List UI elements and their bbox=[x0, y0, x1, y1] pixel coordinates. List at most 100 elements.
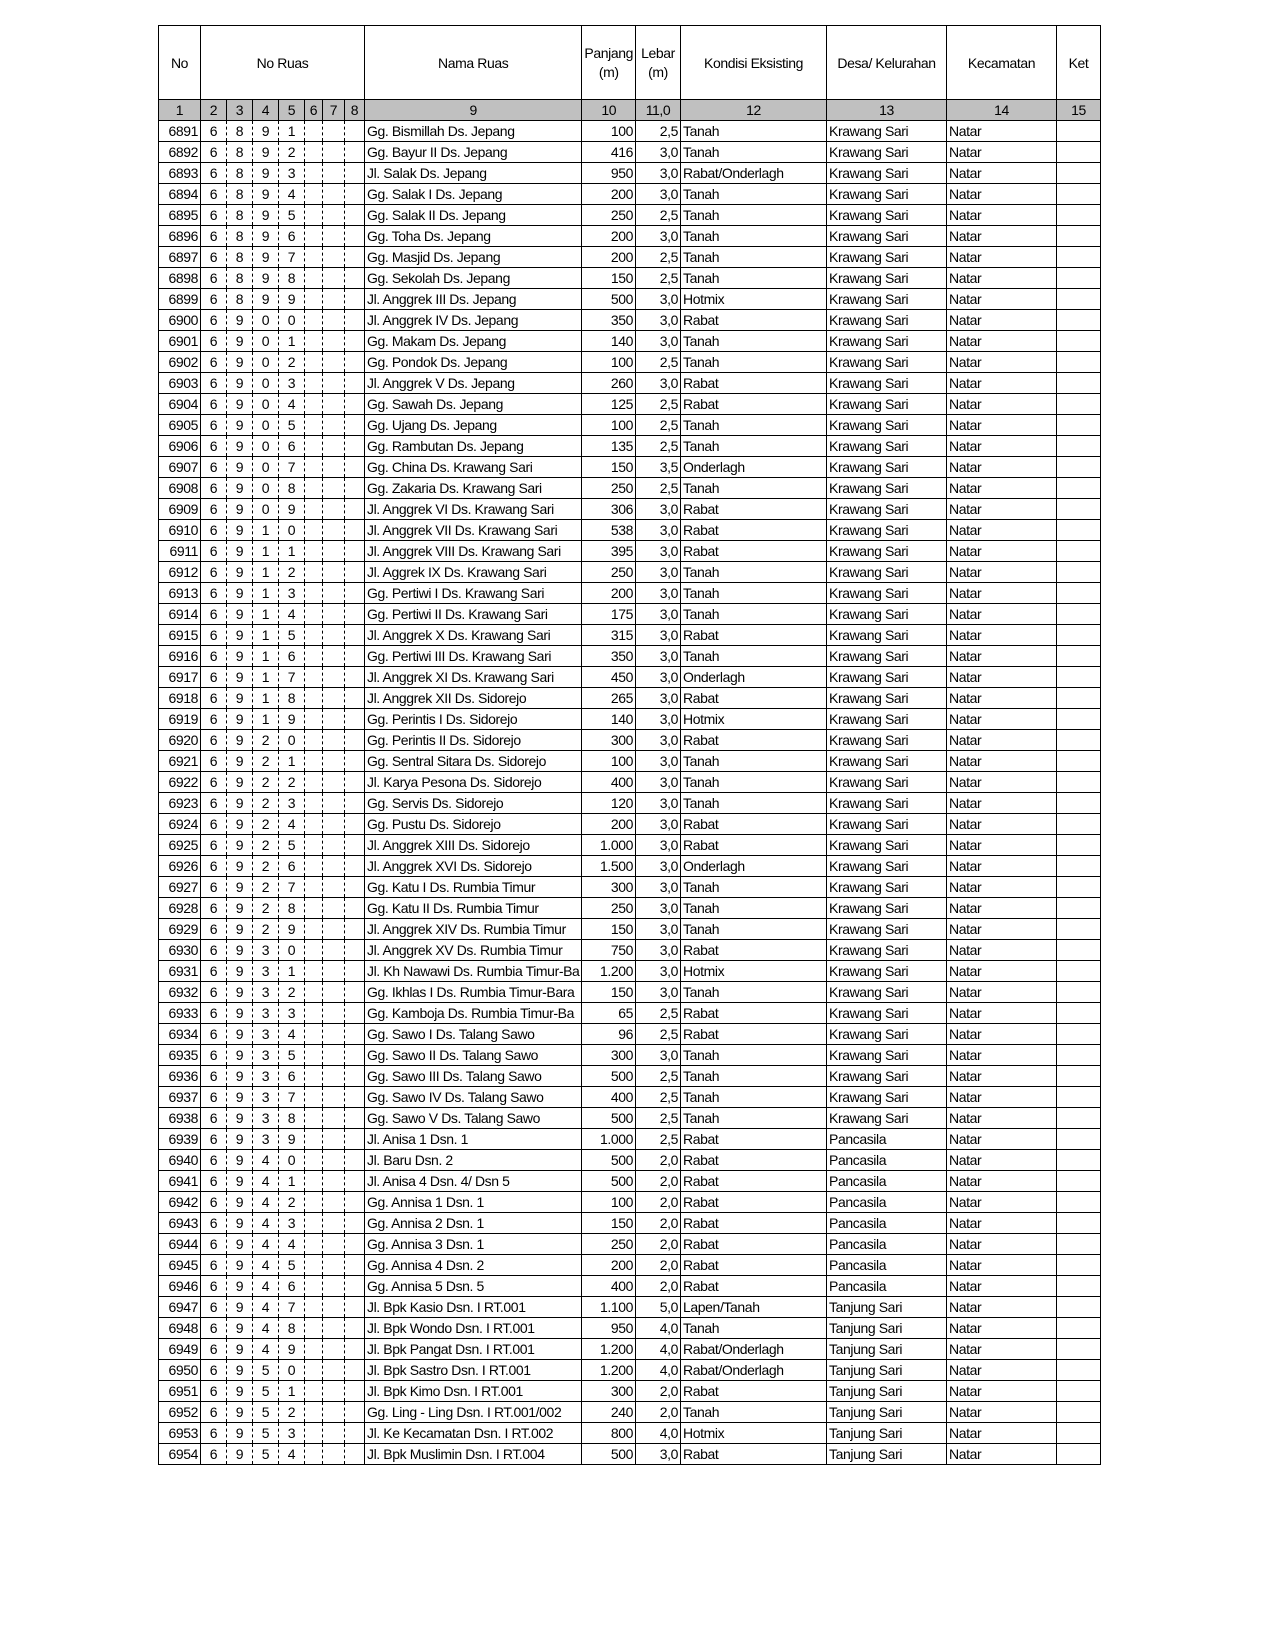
cell-no: 6920 bbox=[158, 729, 201, 751]
cell-ruas-digit: 5 bbox=[278, 624, 305, 646]
cell-ruas-digit: 5 bbox=[252, 1380, 279, 1402]
cell-ruas-digit: 6 bbox=[200, 351, 227, 373]
cell-nama-ruas: Gg. Sawo V Ds. Talang Sawo bbox=[363, 1107, 583, 1129]
cell-kecamatan: Natar bbox=[946, 813, 1058, 835]
cell-ruas-digit bbox=[322, 666, 345, 688]
cell-no: 6934 bbox=[158, 1023, 201, 1045]
cell-nama-ruas: Gg. Sekolah Ds. Jepang bbox=[363, 267, 583, 289]
cell-kecamatan: Natar bbox=[946, 666, 1058, 688]
cell-ruas-digit: 6 bbox=[200, 414, 227, 436]
column-number: 1 bbox=[158, 99, 201, 121]
cell-panjang: 400 bbox=[581, 1086, 637, 1108]
cell-ruas-digit: 9 bbox=[252, 120, 279, 142]
cell-panjang: 200 bbox=[581, 1254, 637, 1276]
cell-ruas-digit: 9 bbox=[226, 1233, 253, 1255]
cell-kondisi: Tanah bbox=[680, 561, 828, 583]
cell-desa: Krawang Sari bbox=[826, 771, 948, 793]
table-row: 6895 6 8 9 5 Gg. Salak II Ds. Jepang 250 2,5 Tan… bbox=[158, 204, 1102, 226]
cell-ket bbox=[1056, 1023, 1102, 1045]
cell-kondisi: Tanah bbox=[680, 225, 828, 247]
cell-panjang: 150 bbox=[581, 456, 637, 478]
cell-ruas-digit: 6 bbox=[200, 456, 227, 478]
cell-kondisi: Tanah bbox=[680, 771, 828, 793]
cell-ruas-digit: 9 bbox=[278, 708, 305, 730]
cell-ket bbox=[1056, 645, 1102, 667]
cell-nama-ruas: Jl. Anggrek VI Ds. Krawang Sari bbox=[363, 498, 583, 520]
cell-ruas-digit bbox=[304, 414, 323, 436]
cell-ruas-digit: 3 bbox=[252, 1044, 279, 1066]
cell-desa: Pancasila bbox=[826, 1170, 948, 1192]
cell-kecamatan: Natar bbox=[946, 225, 1058, 247]
cell-panjang: 260 bbox=[581, 372, 637, 394]
cell-ruas-digit bbox=[304, 225, 323, 247]
cell-ruas-digit bbox=[304, 645, 323, 667]
cell-kondisi: Rabat bbox=[680, 834, 828, 856]
cell-kecamatan: Natar bbox=[946, 792, 1058, 814]
cell-lebar: 3,0 bbox=[635, 939, 682, 961]
cell-ket bbox=[1056, 1443, 1102, 1465]
column-number: 3 bbox=[226, 99, 253, 121]
cell-nama-ruas: Jl. Anggrek XV Ds. Rumbia Timur bbox=[363, 939, 583, 961]
cell-kecamatan: Natar bbox=[946, 1149, 1058, 1171]
cell-ruas-digit: 6 bbox=[200, 1212, 227, 1234]
cell-ket bbox=[1056, 309, 1102, 331]
cell-ruas-digit: 9 bbox=[226, 435, 253, 457]
cell-ruas-digit bbox=[344, 624, 365, 646]
cell-desa: Krawang Sari bbox=[826, 246, 948, 268]
cell-ruas-digit bbox=[344, 750, 365, 772]
cell-ruas-digit bbox=[304, 1086, 323, 1108]
cell-ruas-digit bbox=[344, 267, 365, 289]
cell-ruas-digit bbox=[322, 1086, 345, 1108]
cell-kondisi: Tanah bbox=[680, 267, 828, 289]
table-row: 6893 6 8 9 3 Jl. Salak Ds. Jepang 950 3,0 Rabat/… bbox=[158, 162, 1102, 184]
cell-ruas-digit bbox=[304, 1296, 323, 1318]
cell-lebar: 3,0 bbox=[635, 666, 682, 688]
cell-ruas-digit: 9 bbox=[226, 918, 253, 940]
cell-ruas-digit: 3 bbox=[278, 372, 305, 394]
column-number: 6 bbox=[304, 99, 323, 121]
cell-ruas-digit: 8 bbox=[278, 477, 305, 499]
cell-kecamatan: Natar bbox=[946, 1044, 1058, 1066]
cell-nama-ruas: Gg. Pondok Ds. Jepang bbox=[363, 351, 583, 373]
cell-ruas-digit bbox=[322, 351, 345, 373]
cell-ruas-digit bbox=[304, 1149, 323, 1171]
cell-ruas-digit bbox=[344, 351, 365, 373]
cell-ruas-digit: 9 bbox=[226, 393, 253, 415]
cell-kecamatan: Natar bbox=[946, 771, 1058, 793]
cell-panjang: 140 bbox=[581, 330, 637, 352]
cell-ruas-digit bbox=[304, 456, 323, 478]
cell-no: 6895 bbox=[158, 204, 201, 226]
table-row: 6951 6 9 5 1 Jl. Bpk Kimo Dsn. I RT.001 300 2,0… bbox=[158, 1380, 1102, 1402]
cell-ruas-digit bbox=[344, 1317, 365, 1339]
cell-no: 6930 bbox=[158, 939, 201, 961]
cell-ruas-digit bbox=[344, 1359, 365, 1381]
cell-lebar: 2,0 bbox=[635, 1212, 682, 1234]
table-row: 6920 6 9 2 0 Gg. Perintis II Ds. Sidorejo 300 3… bbox=[158, 729, 1102, 751]
cell-desa: Tanjung Sari bbox=[826, 1422, 948, 1444]
cell-lebar: 3,0 bbox=[635, 1443, 682, 1465]
cell-ruas-digit: 6 bbox=[200, 813, 227, 835]
cell-panjang: 150 bbox=[581, 267, 637, 289]
header-kondisi: Kondisi Eksisting bbox=[680, 25, 828, 100]
cell-desa: Krawang Sari bbox=[826, 645, 948, 667]
cell-nama-ruas: Jl. Bpk Muslimin Dsn. I RT.004 bbox=[363, 1443, 583, 1465]
table-row: 6933 6 9 3 3 Gg. Kamboja Ds. Rumbia Timur-Ba 6… bbox=[158, 1002, 1102, 1024]
cell-lebar: 2,5 bbox=[635, 414, 682, 436]
cell-ruas-digit: 8 bbox=[226, 225, 253, 247]
cell-ruas-digit: 9 bbox=[226, 1065, 253, 1087]
cell-ruas-digit: 6 bbox=[200, 393, 227, 415]
cell-ket bbox=[1056, 561, 1102, 583]
cell-ruas-digit bbox=[322, 1065, 345, 1087]
cell-ruas-digit: 0 bbox=[252, 372, 279, 394]
cell-panjang: 150 bbox=[581, 918, 637, 940]
cell-desa: Krawang Sari bbox=[826, 456, 948, 478]
cell-ket bbox=[1056, 519, 1102, 541]
cell-no: 6952 bbox=[158, 1401, 201, 1423]
cell-ruas-digit: 4 bbox=[278, 1233, 305, 1255]
cell-kecamatan: Natar bbox=[946, 1254, 1058, 1276]
cell-ruas-digit bbox=[322, 624, 345, 646]
cell-ruas-digit: 4 bbox=[252, 1296, 279, 1318]
cell-nama-ruas: Gg. Salak I Ds. Jepang bbox=[363, 183, 583, 205]
cell-nama-ruas: Gg. Sawo IV Ds. Talang Sawo bbox=[363, 1086, 583, 1108]
cell-ruas-digit bbox=[304, 750, 323, 772]
